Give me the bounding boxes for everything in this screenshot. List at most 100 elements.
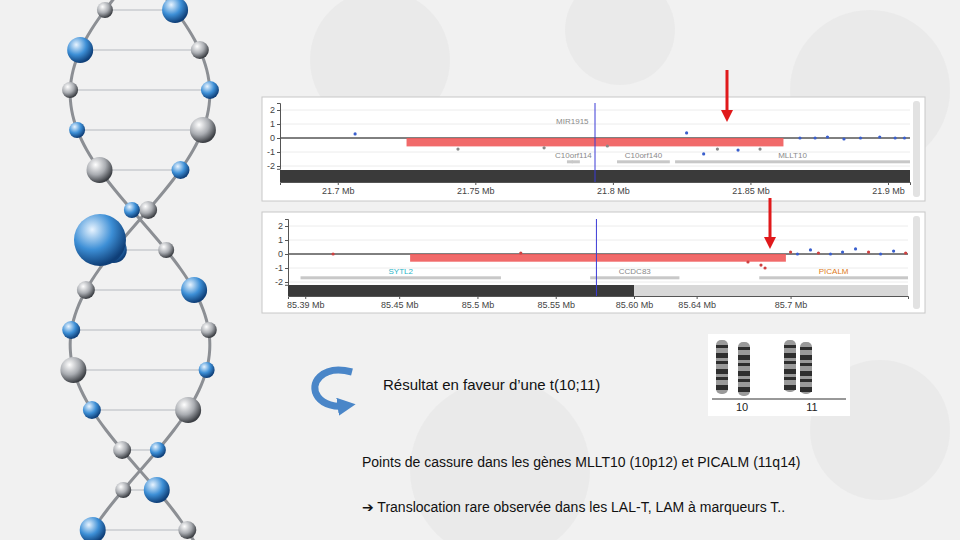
chromosome-band bbox=[800, 355, 812, 360]
x-tick-mark bbox=[305, 296, 306, 299]
y-tick: 0 bbox=[278, 249, 288, 259]
y-axis: 210-1-2 bbox=[275, 220, 289, 288]
rung bbox=[77, 129, 203, 131]
x-tick: 85.60 Mb bbox=[616, 296, 654, 310]
y-tick: -2 bbox=[275, 277, 288, 287]
y-tick-label: 1 bbox=[270, 119, 275, 129]
probe-point bbox=[685, 131, 688, 134]
plot-area bbox=[280, 103, 910, 182]
sphere bbox=[190, 117, 216, 143]
ideogram-band bbox=[288, 285, 634, 296]
gene-label: PICALM bbox=[819, 267, 849, 276]
conclusion-text: Résultat en faveur d’une t(10;11) bbox=[383, 376, 600, 393]
x-tick-label: 85.5 Mb bbox=[462, 300, 495, 310]
breakpoint-arrow bbox=[726, 70, 729, 116]
grid-line bbox=[288, 226, 908, 227]
probe-point bbox=[702, 152, 705, 155]
sphere bbox=[139, 201, 157, 219]
chromosome-band bbox=[716, 345, 728, 348]
chromosome-band bbox=[800, 363, 812, 366]
gene-label: C10orf140 bbox=[625, 151, 663, 160]
gene-label: MLLT10 bbox=[778, 151, 807, 160]
probe-point bbox=[543, 146, 546, 149]
x-tick: 21.9 Mb bbox=[872, 182, 905, 196]
chromosome-band bbox=[716, 377, 728, 380]
probe-point bbox=[854, 247, 857, 250]
gene-bar bbox=[675, 160, 910, 163]
x-tick: 21.75 Mb bbox=[457, 182, 495, 196]
y-tick: -2 bbox=[267, 161, 280, 171]
rung bbox=[93, 529, 188, 531]
probe-point bbox=[894, 136, 897, 139]
y-tick: 0 bbox=[270, 133, 280, 143]
probe-point bbox=[867, 250, 870, 253]
chromosome bbox=[784, 340, 796, 392]
x-tick-label: 85.45 Mb bbox=[381, 300, 419, 310]
chromosome-band bbox=[738, 387, 750, 392]
x-tick-label: 21.9 Mb bbox=[872, 186, 905, 196]
cnv-segment bbox=[410, 254, 786, 262]
probe-point bbox=[736, 148, 739, 151]
rung bbox=[73, 369, 206, 371]
breakpoint-arrow bbox=[769, 198, 772, 243]
y-tick: 1 bbox=[270, 119, 280, 129]
y-tick-mark bbox=[285, 240, 288, 241]
karyotype-label: 11 bbox=[806, 401, 817, 413]
gene-label: CCDC83 bbox=[619, 267, 652, 276]
y-tick-mark bbox=[277, 152, 280, 153]
cursor-line bbox=[596, 219, 597, 296]
probe-point bbox=[746, 260, 749, 263]
sphere bbox=[201, 81, 219, 99]
cursor-line bbox=[595, 103, 596, 182]
x-axis-line bbox=[289, 297, 909, 300]
y-tick-label: 1 bbox=[278, 235, 283, 245]
sphere bbox=[113, 441, 131, 459]
probe-point bbox=[763, 266, 766, 269]
slide: MIR1915C10orf114C10orf140MLLT10210-1-221… bbox=[0, 0, 960, 540]
chromosome-band bbox=[716, 353, 728, 358]
probe-point bbox=[859, 136, 862, 139]
sphere bbox=[97, 2, 113, 18]
chromosome-band bbox=[784, 385, 796, 390]
panel bbox=[262, 212, 925, 313]
y-tick-mark bbox=[285, 226, 288, 227]
sphere bbox=[83, 401, 101, 419]
probe-point bbox=[817, 251, 820, 254]
sphere bbox=[201, 322, 217, 338]
chromosome-band bbox=[784, 353, 796, 358]
y-tick: 2 bbox=[270, 105, 280, 115]
probe-point bbox=[798, 136, 801, 139]
chromosome-band bbox=[738, 379, 750, 382]
chromosome-band bbox=[800, 387, 812, 392]
x-tick-mark bbox=[475, 182, 476, 185]
background bbox=[0, 0, 960, 540]
x-tick-label: 85.55 Mb bbox=[537, 300, 575, 310]
curved-arrow bbox=[315, 370, 352, 406]
y-tick-label: -2 bbox=[275, 277, 283, 287]
sphere bbox=[158, 242, 174, 258]
chromosome-band bbox=[800, 347, 812, 350]
sphere bbox=[162, 0, 188, 23]
probe-point bbox=[606, 144, 609, 147]
probe-point bbox=[796, 252, 799, 255]
sphere bbox=[67, 37, 93, 63]
chromosome-band bbox=[738, 355, 750, 360]
probe-point bbox=[759, 263, 762, 266]
cnv-chart: SYTL2CCDC83PICALM210-1-285.39 Mb85.45 Mb… bbox=[262, 212, 925, 313]
sphere bbox=[150, 442, 166, 458]
rung bbox=[92, 409, 188, 411]
probe-point bbox=[809, 248, 812, 251]
chromosome-band bbox=[784, 377, 796, 380]
x-tick-label: 85.39 Mb bbox=[287, 300, 325, 310]
y-tick-mark bbox=[285, 268, 288, 269]
y-tick: 1 bbox=[278, 235, 288, 245]
sphere bbox=[87, 157, 113, 183]
y-tick-label: -1 bbox=[275, 263, 283, 273]
gene-bar bbox=[567, 160, 580, 163]
strand bbox=[70, 0, 210, 540]
note-text: ➔ Translocation rare observée dans les L… bbox=[362, 499, 785, 515]
probe-point bbox=[842, 137, 845, 140]
sphere bbox=[62, 82, 78, 98]
x-tick-label: 21.75 Mb bbox=[457, 186, 495, 196]
rung bbox=[80, 49, 200, 51]
